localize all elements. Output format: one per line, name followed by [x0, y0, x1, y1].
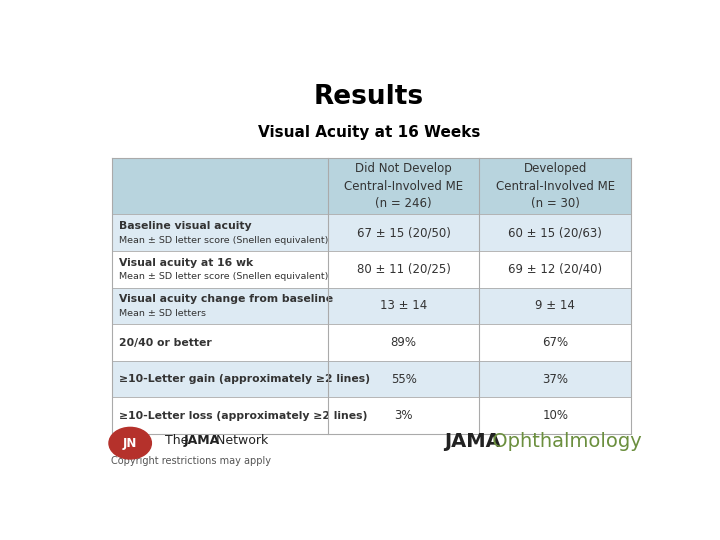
Text: Network: Network: [212, 434, 268, 447]
Text: Visual Acuity at 16 Weeks: Visual Acuity at 16 Weeks: [258, 125, 480, 140]
Text: JAMA: JAMA: [444, 431, 501, 450]
Bar: [112, 361, 631, 397]
Bar: [112, 158, 631, 214]
Text: Baseline visual acuity: Baseline visual acuity: [119, 221, 252, 231]
Text: Visual acuity at 16 wk: Visual acuity at 16 wk: [119, 258, 253, 268]
Bar: [112, 251, 631, 288]
Text: 67 ± 15 (20/50): 67 ± 15 (20/50): [356, 226, 451, 239]
Text: 89%: 89%: [390, 336, 417, 349]
Text: 3%: 3%: [395, 409, 413, 422]
Text: Visual acuity change from baseline: Visual acuity change from baseline: [119, 294, 333, 305]
Text: JN: JN: [123, 437, 138, 450]
Text: 9 ± 14: 9 ± 14: [536, 300, 575, 313]
Text: 67%: 67%: [542, 336, 568, 349]
Bar: [112, 214, 631, 251]
Text: 60 ± 15 (20/63): 60 ± 15 (20/63): [508, 226, 603, 239]
Text: ≥10-Letter loss (approximately ≥2 lines): ≥10-Letter loss (approximately ≥2 lines): [119, 411, 367, 421]
Bar: [112, 288, 631, 324]
Text: 20/40 or better: 20/40 or better: [119, 338, 212, 348]
Text: 69 ± 12 (20/40): 69 ± 12 (20/40): [508, 263, 603, 276]
Text: 80 ± 11 (20/25): 80 ± 11 (20/25): [356, 263, 451, 276]
Bar: [112, 324, 631, 361]
Circle shape: [109, 427, 151, 459]
Bar: [112, 397, 631, 434]
Text: Results: Results: [314, 84, 424, 110]
Text: Copyright restrictions may apply: Copyright restrictions may apply: [111, 456, 271, 466]
Text: 13 ± 14: 13 ± 14: [380, 300, 427, 313]
Text: 10%: 10%: [542, 409, 568, 422]
Text: 37%: 37%: [542, 373, 568, 386]
Text: Did Not Develop
Central-Involved ME
(n = 246): Did Not Develop Central-Involved ME (n =…: [344, 163, 463, 211]
Text: 55%: 55%: [391, 373, 416, 386]
Text: Mean ± SD letters: Mean ± SD letters: [119, 309, 206, 318]
Text: Ophthalmology: Ophthalmology: [486, 431, 642, 450]
Text: Mean ± SD letter score (Snellen equivalent): Mean ± SD letter score (Snellen equivale…: [119, 272, 328, 281]
Text: Developed
Central-Involved ME
(n = 30): Developed Central-Involved ME (n = 30): [496, 163, 615, 211]
Text: Mean ± SD letter score (Snellen equivalent): Mean ± SD letter score (Snellen equivale…: [119, 236, 328, 245]
Text: ≥10-Letter gain (approximately ≥2 lines): ≥10-Letter gain (approximately ≥2 lines): [119, 374, 370, 384]
Text: The: The: [166, 434, 193, 447]
Text: JAMA: JAMA: [184, 434, 220, 447]
